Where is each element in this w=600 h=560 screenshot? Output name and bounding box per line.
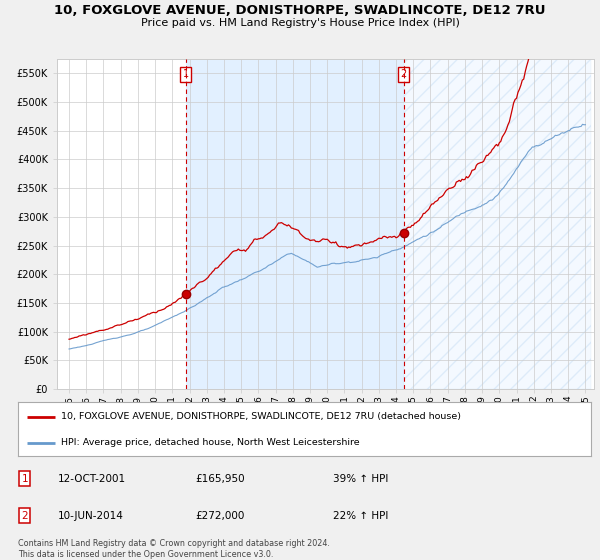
Bar [404, 59, 590, 389]
Text: 2: 2 [401, 69, 407, 80]
Text: 10-JUN-2014: 10-JUN-2014 [58, 511, 124, 521]
Text: 12-OCT-2001: 12-OCT-2001 [58, 474, 126, 483]
Text: 1: 1 [22, 474, 28, 483]
Text: Contains HM Land Registry data © Crown copyright and database right 2024.
This d: Contains HM Land Registry data © Crown c… [18, 539, 330, 559]
Text: 39% ↑ HPI: 39% ↑ HPI [333, 474, 389, 483]
Text: 1: 1 [183, 69, 189, 80]
Text: Price paid vs. HM Land Registry's House Price Index (HPI): Price paid vs. HM Land Registry's House … [140, 18, 460, 28]
Bar [186, 59, 404, 389]
Text: HPI: Average price, detached house, North West Leicestershire: HPI: Average price, detached house, Nort… [61, 438, 359, 447]
Text: 10, FOXGLOVE AVENUE, DONISTHORPE, SWADLINCOTE, DE12 7RU: 10, FOXGLOVE AVENUE, DONISTHORPE, SWADLI… [54, 4, 546, 17]
Text: 22% ↑ HPI: 22% ↑ HPI [333, 511, 389, 521]
Text: £165,950: £165,950 [196, 474, 245, 483]
Text: 2: 2 [22, 511, 28, 521]
Text: £272,000: £272,000 [196, 511, 245, 521]
Text: 10, FOXGLOVE AVENUE, DONISTHORPE, SWADLINCOTE, DE12 7RU (detached house): 10, FOXGLOVE AVENUE, DONISTHORPE, SWADLI… [61, 412, 461, 421]
